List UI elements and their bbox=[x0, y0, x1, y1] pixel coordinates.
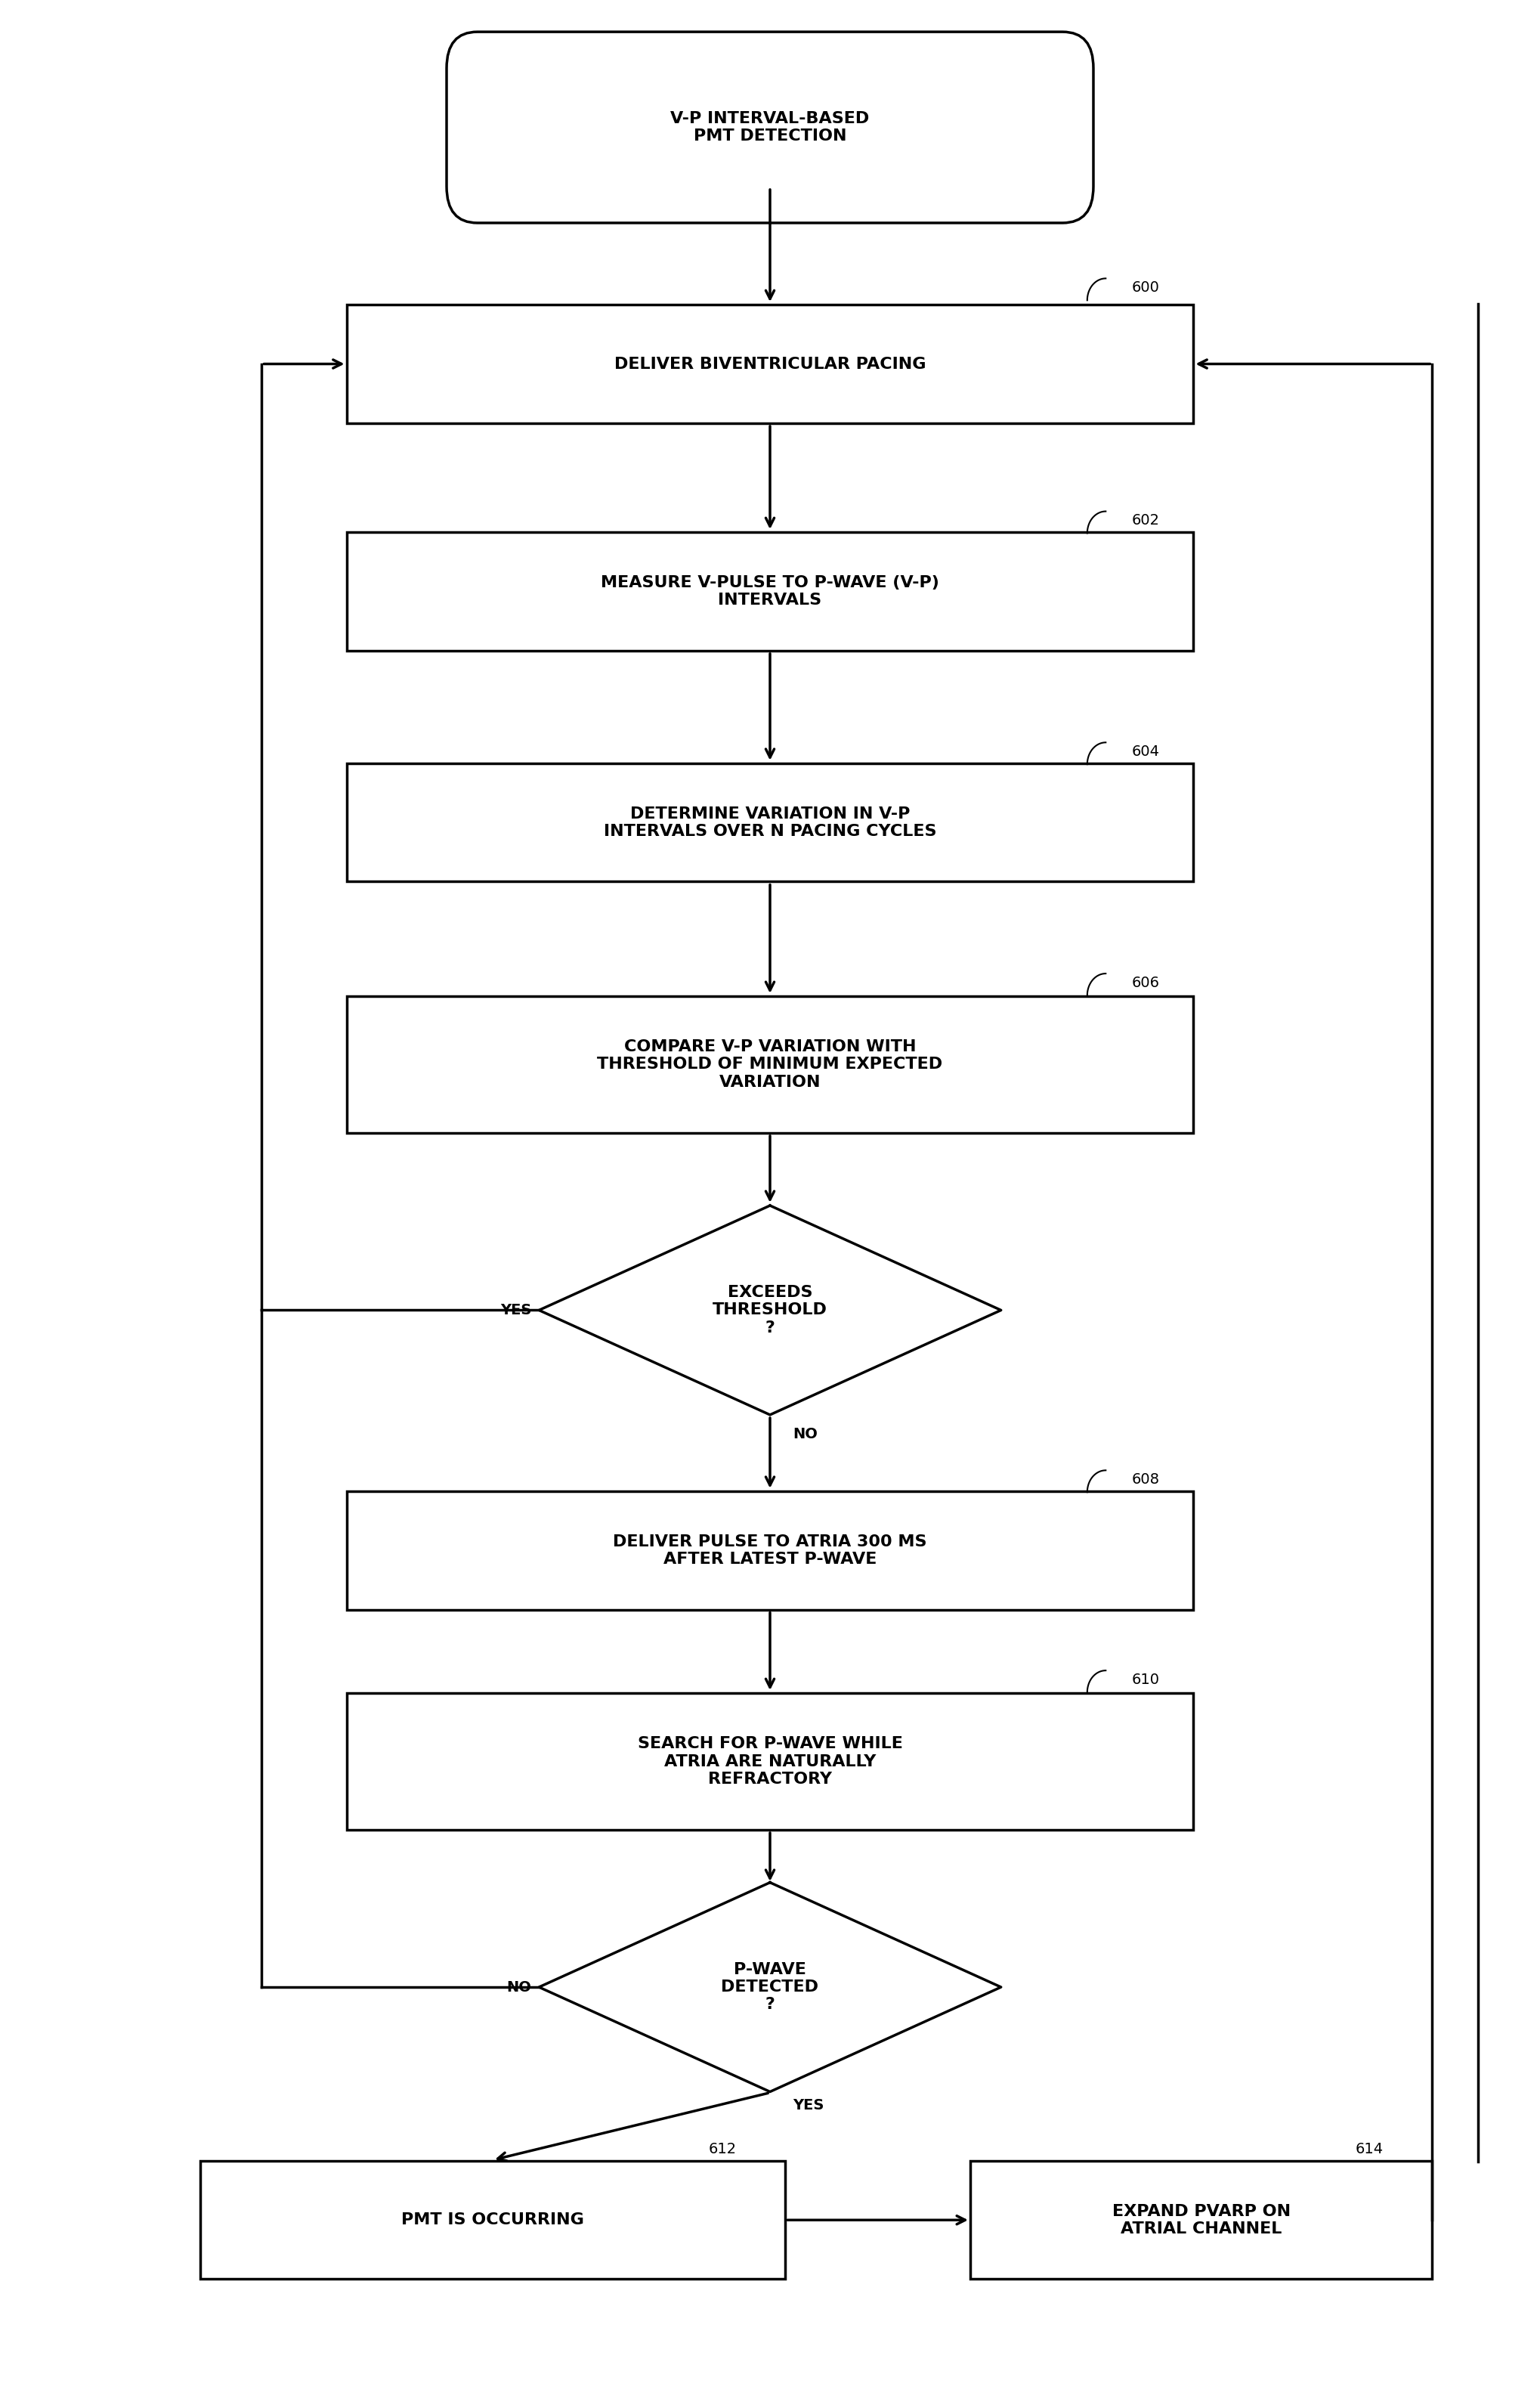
Text: YES: YES bbox=[793, 2099, 824, 2114]
Text: PMT IS OCCURRING: PMT IS OCCURRING bbox=[402, 2212, 584, 2227]
FancyBboxPatch shape bbox=[346, 305, 1194, 423]
Text: NO: NO bbox=[793, 1427, 818, 1441]
FancyBboxPatch shape bbox=[346, 1492, 1194, 1609]
Text: COMPARE V-P VARIATION WITH
THRESHOLD OF MINIMUM EXPECTED
VARIATION: COMPARE V-P VARIATION WITH THRESHOLD OF … bbox=[598, 1040, 942, 1091]
FancyBboxPatch shape bbox=[447, 31, 1093, 223]
Text: EXCEEDS
THRESHOLD
?: EXCEEDS THRESHOLD ? bbox=[713, 1285, 827, 1336]
Text: DELIVER PULSE TO ATRIA 300 MS
AFTER LATEST P-WAVE: DELIVER PULSE TO ATRIA 300 MS AFTER LATE… bbox=[613, 1535, 927, 1566]
FancyBboxPatch shape bbox=[346, 764, 1194, 882]
Text: 602: 602 bbox=[1132, 514, 1160, 528]
Text: P-WAVE
DETECTED
?: P-WAVE DETECTED ? bbox=[721, 1962, 819, 2013]
Text: 608: 608 bbox=[1132, 1472, 1160, 1487]
Text: DELIVER BIVENTRICULAR PACING: DELIVER BIVENTRICULAR PACING bbox=[614, 355, 926, 372]
FancyBboxPatch shape bbox=[346, 997, 1194, 1134]
Text: 600: 600 bbox=[1132, 281, 1160, 295]
Text: DETERMINE VARIATION IN V-P
INTERVALS OVER N PACING CYCLES: DETERMINE VARIATION IN V-P INTERVALS OVE… bbox=[604, 807, 936, 838]
Text: 606: 606 bbox=[1132, 975, 1160, 990]
Text: NO: NO bbox=[507, 1979, 531, 1994]
Text: 610: 610 bbox=[1132, 1672, 1160, 1686]
Text: EXPAND PVARP ON
ATRIAL CHANNEL: EXPAND PVARP ON ATRIAL CHANNEL bbox=[1112, 2203, 1291, 2236]
Text: 612: 612 bbox=[708, 2143, 736, 2157]
Text: V-P INTERVAL-BASED
PMT DETECTION: V-P INTERVAL-BASED PMT DETECTION bbox=[670, 110, 870, 144]
FancyBboxPatch shape bbox=[346, 533, 1194, 651]
Text: 604: 604 bbox=[1132, 745, 1160, 759]
FancyBboxPatch shape bbox=[200, 2162, 785, 2279]
Text: YES: YES bbox=[500, 1302, 531, 1316]
FancyBboxPatch shape bbox=[970, 2162, 1432, 2279]
Text: MEASURE V-PULSE TO P-WAVE (V-P)
INTERVALS: MEASURE V-PULSE TO P-WAVE (V-P) INTERVAL… bbox=[601, 574, 939, 608]
Text: SEARCH FOR P-WAVE WHILE
ATRIA ARE NATURALLY
REFRACTORY: SEARCH FOR P-WAVE WHILE ATRIA ARE NATURA… bbox=[638, 1737, 902, 1787]
FancyBboxPatch shape bbox=[346, 1693, 1194, 1830]
Text: 614: 614 bbox=[1355, 2143, 1383, 2157]
